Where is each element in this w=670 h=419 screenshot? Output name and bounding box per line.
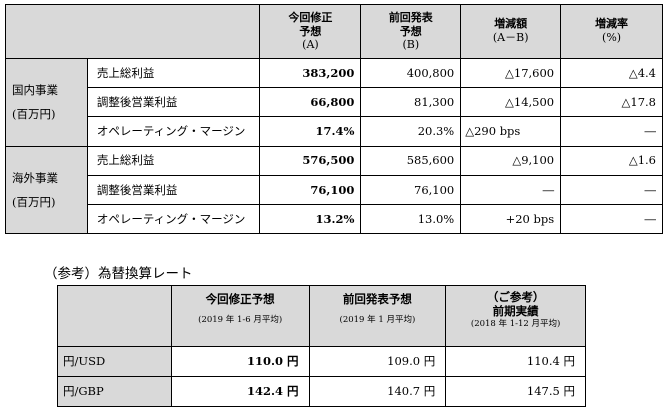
item-label: オペレーティング・マージン — [86, 203, 261, 235]
change-rate-value: △17.8 — [560, 87, 663, 118]
header-label: （ご参考） 前期実績 — [486, 290, 545, 319]
header-note: (2019 年 1 月平均) — [339, 315, 416, 326]
fx-current-value: 110.0 円 — [170, 345, 310, 377]
previous-forecast-value: 81,300 — [360, 87, 462, 118]
previous-forecast-value: 13.0% — [360, 203, 462, 235]
table-row: オペレーティング・マージン 17.4% 20.3% △290 bps ― — [6, 116, 663, 147]
change-rate-value: ― — [560, 203, 663, 235]
fx-prior-year-value: 110.4 円 — [445, 345, 586, 377]
header-sub: (%) — [602, 30, 622, 44]
current-forecast-value: 383,200 — [259, 58, 362, 89]
header-blank-cell — [57, 285, 172, 347]
current-forecast-value: 576,500 — [259, 145, 362, 176]
header-label: 前回発表予想 — [342, 292, 412, 306]
header-label: 前回発表 予想 — [388, 10, 433, 38]
table-row: 円/GBP 142.4 円 140.7 円 147.5 円 — [57, 375, 586, 408]
segment-cell-overseas: 海外事業 (百万円) — [5, 145, 88, 235]
previous-forecast-value: 20.3% — [360, 116, 462, 147]
header-note: (2019 年 1-6 月平均) — [198, 315, 283, 326]
item-label: 売上総利益 — [86, 58, 261, 89]
header-label: 増減率 — [595, 17, 629, 30]
change-amount-value: △9,100 — [460, 145, 562, 176]
table-row: オペレーティング・マージン 13.2% 13.0% +20 bps ― — [6, 203, 663, 235]
header-current-forecast: 今回修正 予想 (A) — [259, 3, 362, 60]
header-label: 今回修正予想 — [205, 292, 275, 306]
change-rate-value: ― — [560, 116, 663, 147]
change-amount-value: △290 bps — [460, 116, 562, 147]
header-change-rate: 増減率 (%) — [560, 3, 663, 60]
item-label: 調整後営業利益 — [86, 174, 261, 205]
item-label: 売上総利益 — [86, 145, 261, 176]
change-amount-value: △14,500 — [460, 87, 562, 118]
fx-previous-value: 140.7 円 — [308, 375, 447, 408]
current-forecast-value: 76,100 — [259, 174, 362, 205]
current-forecast-value: 66,800 — [259, 87, 362, 118]
table-row: 調整後営業利益 76,100 76,100 ― ― — [6, 174, 663, 205]
fx-header-prior-year: （ご参考） 前期実績 (2018 年 1-12 月平均) — [445, 285, 586, 347]
table-row: 国内事業 (百万円) 売上総利益 383,200 400,800 △17,600… — [5, 58, 663, 147]
segment-unit: (百万円) — [12, 194, 56, 209]
table-row: 調整後営業利益 66,800 81,300 △14,500 △17.8 — [6, 87, 663, 118]
fx-rate-table: 今回修正予想 (2019 年 1-6 月平均) 前回発表予想 (2019 年 1… — [57, 285, 586, 408]
header-label: 今回修正 予想 — [288, 10, 333, 38]
header-label: 増減額 — [494, 17, 528, 30]
fx-section-title: （参考）為替換算レート — [44, 266, 193, 282]
fx-previous-value: 109.0 円 — [308, 345, 447, 377]
fx-header-current: 今回修正予想 (2019 年 1-6 月平均) — [170, 285, 310, 347]
header-note: (2018 年 1-12 月平均) — [470, 318, 561, 329]
table-row: 円/USD 110.0 円 109.0 円 110.4 円 — [57, 345, 586, 377]
header-sub: (A) — [302, 38, 319, 52]
previous-forecast-value: 400,800 — [360, 58, 462, 89]
segment-name: 海外事業 — [12, 170, 58, 185]
fx-header-previous: 前回発表予想 (2019 年 1 月平均) — [308, 285, 447, 347]
header-change-amount: 増減額 (A－B) — [460, 3, 562, 60]
fx-header-row: 今回修正予想 (2019 年 1-6 月平均) 前回発表予想 (2019 年 1… — [57, 285, 586, 347]
change-rate-value: △4.4 — [560, 58, 663, 89]
previous-forecast-value: 585,600 — [360, 145, 462, 176]
item-label: オペレーティング・マージン — [86, 116, 261, 147]
current-forecast-value: 17.4% — [259, 116, 362, 147]
change-amount-value: △17,600 — [460, 58, 562, 89]
table-row: 海外事業 (百万円) 売上総利益 576,500 585,600 △9,100 … — [5, 145, 663, 235]
change-amount-value: +20 bps — [460, 203, 562, 235]
header-blank-cell — [4, 3, 261, 60]
header-previous-forecast: 前回発表 予想 (B) — [360, 3, 462, 60]
fx-current-value: 142.4 円 — [170, 375, 310, 408]
forecast-header-row: 今回修正 予想 (A) 前回発表 予想 (B) 増減額 (A－B) 増減率 (%… — [4, 3, 663, 60]
segment-unit: (百万円) — [12, 107, 56, 122]
segment-name: 国内事業 — [12, 83, 58, 98]
currency-pair-label: 円/USD — [57, 345, 172, 377]
current-forecast-value: 13.2% — [259, 203, 362, 235]
segment-cell-domestic: 国内事業 (百万円) — [5, 58, 88, 147]
change-rate-value: △1.6 — [560, 145, 663, 176]
forecast-table: 今回修正 予想 (A) 前回発表 予想 (B) 増減額 (A－B) 増減率 (%… — [4, 3, 663, 235]
fx-prior-year-value: 147.5 円 — [445, 375, 586, 408]
change-rate-value: ― — [560, 174, 663, 205]
change-amount-value: ― — [460, 174, 562, 205]
header-sub: (A－B) — [492, 30, 529, 44]
item-label: 調整後営業利益 — [86, 87, 261, 118]
previous-forecast-value: 76,100 — [360, 174, 462, 205]
currency-pair-label: 円/GBP — [57, 375, 172, 408]
header-sub: (B) — [402, 38, 420, 52]
